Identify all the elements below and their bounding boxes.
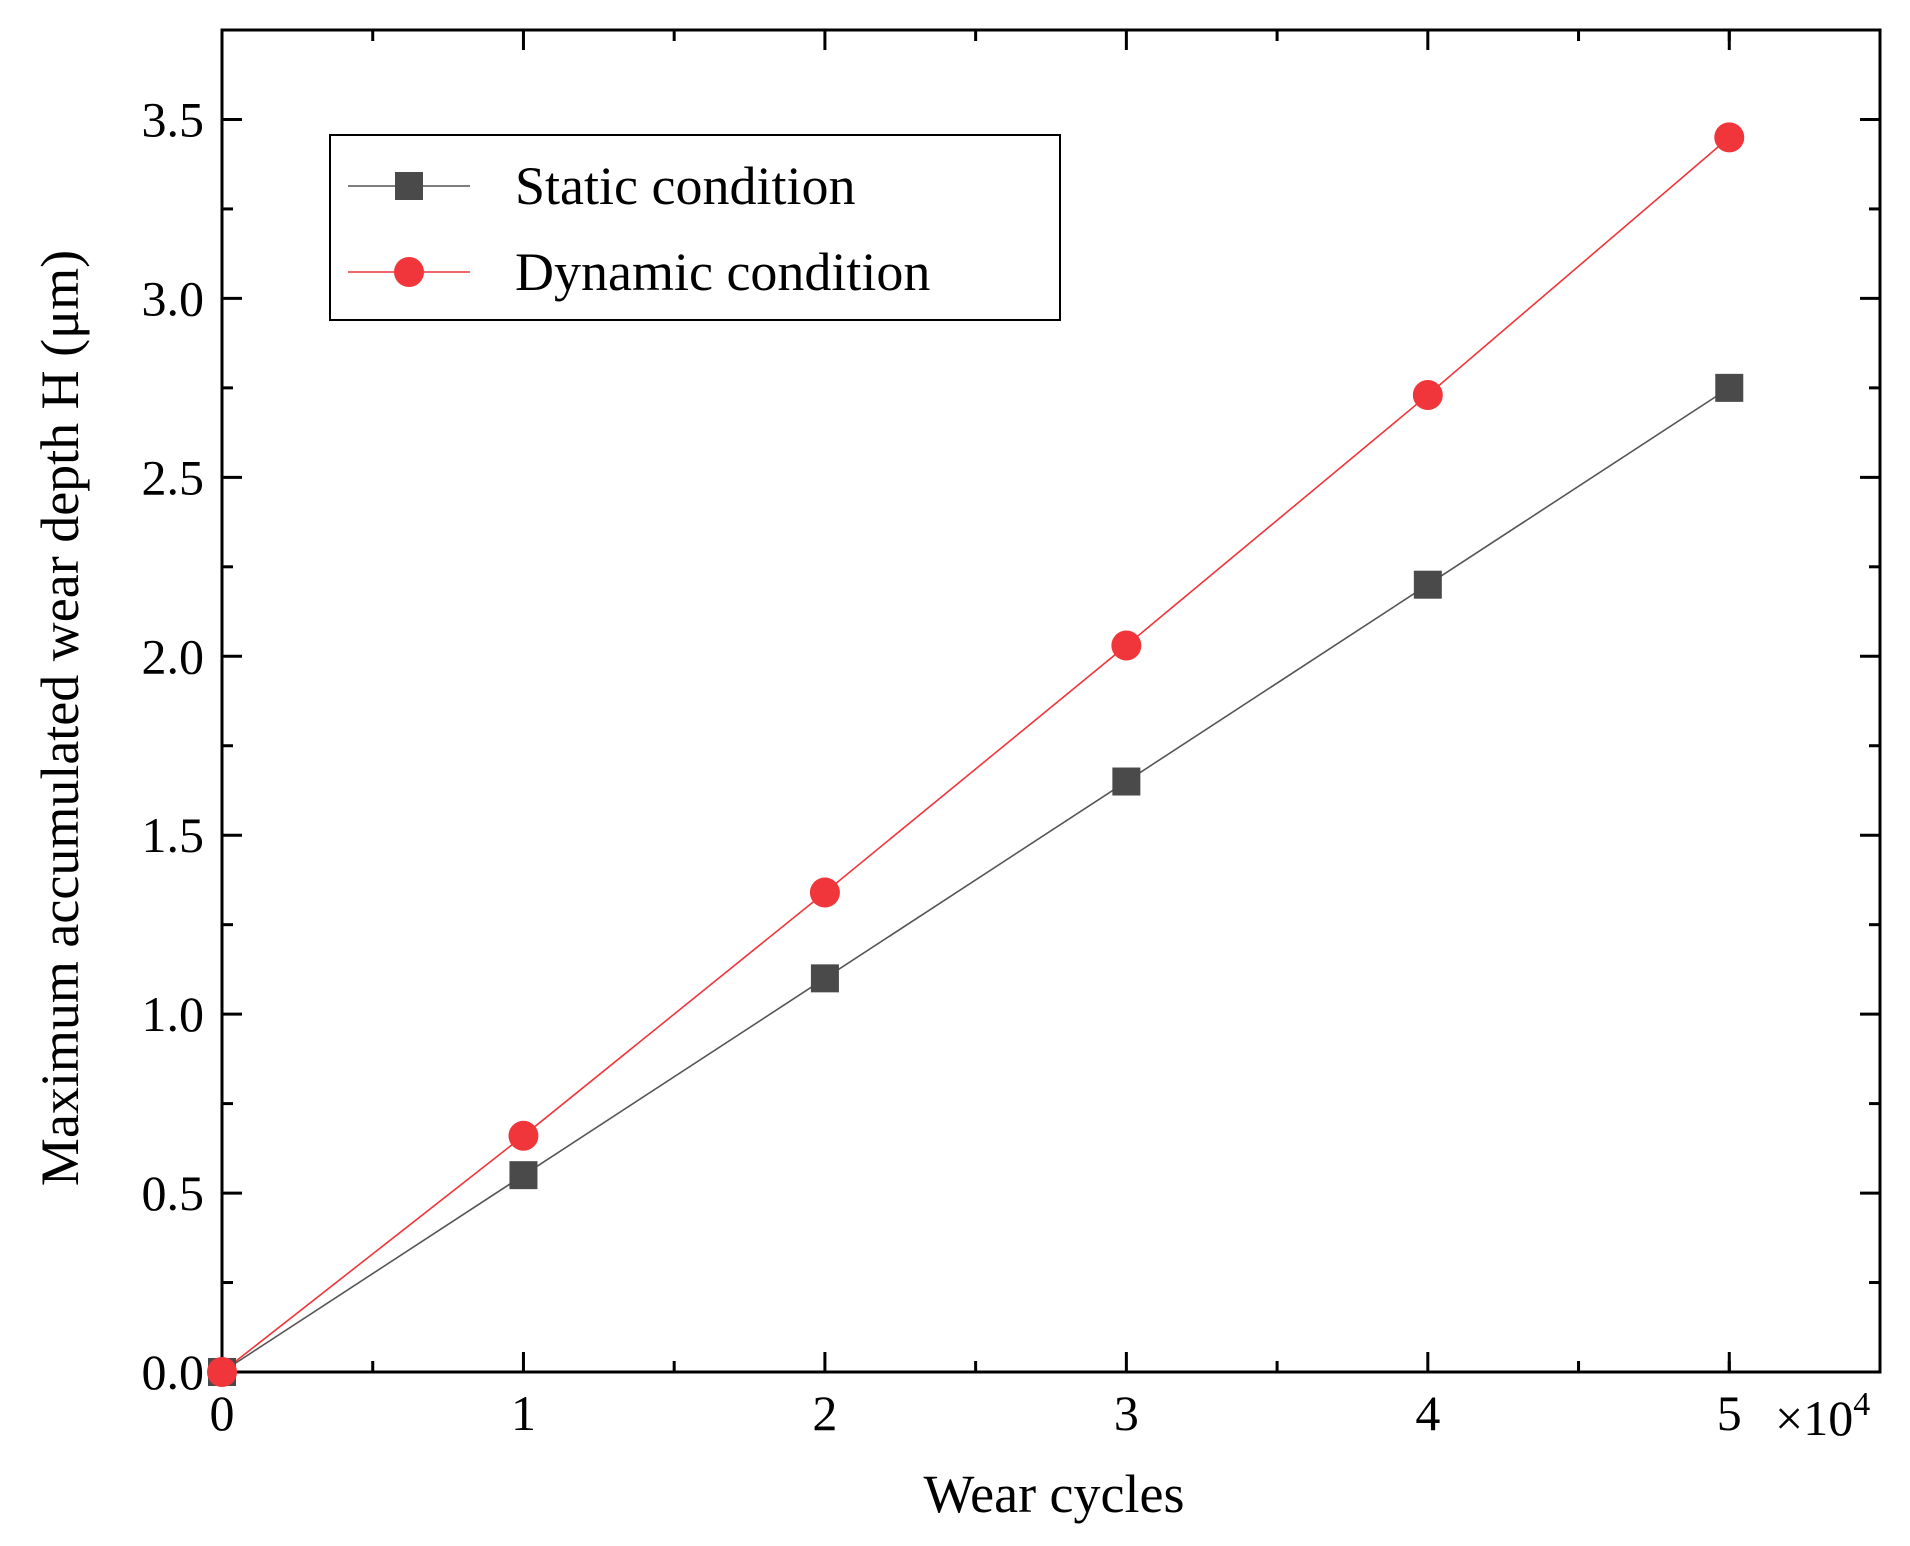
- series-0-point-2: [810, 964, 839, 993]
- plot-frame: [220, 28, 1882, 1374]
- y-axis-ticks: [222, 28, 1880, 1374]
- series-0-point-4: [1413, 570, 1442, 599]
- series-1-point-1: [508, 1120, 539, 1151]
- legend-entries: Static condition Dynamic condition: [348, 156, 930, 302]
- y-tick-label-2: 1.0: [142, 986, 205, 1042]
- y-axis-tick-labels: 0.0 0.5 1.0 1.5 2.0 2.5 3.0 3.5: [142, 91, 205, 1400]
- y-tick-label-1: 0.5: [142, 1165, 205, 1221]
- series-line-1: [221, 136, 1730, 1373]
- legend-label-1: Dynamic condition: [515, 242, 930, 302]
- x-axis-tick-labels: 0 1 2 3 4 5: [210, 1385, 1742, 1441]
- y-tick-label-5: 2.5: [142, 449, 205, 505]
- x-tick-label-0: 0: [210, 1385, 235, 1441]
- y-tick-label-6: 3.0: [142, 270, 205, 326]
- series-0-point-3: [1112, 767, 1141, 796]
- y-tick-label-7: 3.5: [142, 91, 205, 147]
- series-lines: [221, 136, 1730, 1373]
- series-1-point-0: [207, 1357, 237, 1387]
- series-1-point-2: [809, 877, 840, 908]
- series-0-point-1: [509, 1161, 538, 1190]
- series-1-point-4: [1412, 380, 1443, 411]
- x-axis-multiplier: ×104: [1775, 1386, 1870, 1446]
- y-tick-label-4: 2.0: [142, 628, 205, 684]
- legend: Static condition Dynamic condition: [329, 134, 1061, 321]
- series-1-point-3: [1111, 630, 1142, 661]
- y-axis-title: Maximum accumulated wear depth H (μm): [30, 250, 90, 1186]
- x-tick-label-5: 5: [1717, 1385, 1742, 1441]
- x-tick-label-4: 4: [1415, 1385, 1440, 1441]
- series-0-point-5: [1715, 373, 1744, 402]
- y-tick-label-0: 0.0: [142, 1344, 205, 1400]
- y-tick-label-3: 1.5: [142, 807, 205, 863]
- x-tick-label-2: 2: [812, 1385, 837, 1441]
- legend-label-0: Static condition: [515, 156, 855, 216]
- x-axis-title: Wear cycles: [924, 1464, 1185, 1524]
- x-tick-label-1: 1: [511, 1385, 536, 1441]
- legend-box: [329, 134, 1061, 321]
- legend-marker-1: [394, 257, 424, 287]
- legend-marker-0: [395, 172, 423, 200]
- series-line-0: [221, 387, 1730, 1373]
- x-tick-label-3: 3: [1114, 1385, 1139, 1441]
- plot-area-border: [220, 28, 1882, 1374]
- series-markers: [207, 122, 1745, 1387]
- x-axis-ticks: [220, 30, 1882, 1372]
- series-1-point-5: [1714, 122, 1745, 153]
